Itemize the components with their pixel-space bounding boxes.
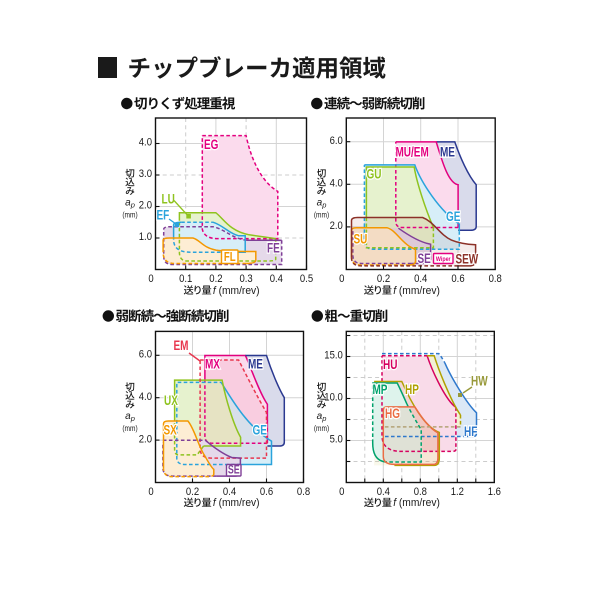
svg-text:ME: ME (248, 356, 263, 372)
svg-text:4.0: 4.0 (330, 178, 343, 190)
svg-text:EM: EM (174, 337, 189, 353)
svg-text:ap: ap (125, 411, 135, 423)
svg-text:1.0: 1.0 (139, 232, 152, 244)
svg-text:0.4: 0.4 (377, 486, 390, 498)
svg-text:HP: HP (405, 381, 419, 397)
svg-text:3.0: 3.0 (139, 169, 152, 181)
svg-text:0.1: 0.1 (179, 273, 192, 285)
svg-text:1.2: 1.2 (451, 486, 464, 498)
svg-text:0: 0 (339, 486, 344, 498)
svg-text:1.6: 1.6 (488, 486, 501, 498)
svg-text:ap: ap (317, 411, 327, 423)
svg-text:0.8: 0.8 (414, 486, 427, 498)
svg-text:ME: ME (440, 144, 455, 160)
svg-text:SE: SE (228, 463, 240, 477)
svg-text:GE: GE (253, 422, 267, 438)
svg-text:0: 0 (339, 273, 344, 285)
svg-text:UX: UX (164, 392, 178, 408)
svg-text:ap: ap (317, 197, 327, 209)
svg-text:HF: HF (464, 423, 477, 439)
svg-text:5.0: 5.0 (330, 434, 343, 446)
svg-text:15.0: 15.0 (324, 350, 343, 362)
svg-text:EG: EG (204, 136, 218, 152)
svg-text:0.6: 0.6 (260, 486, 273, 498)
svg-text:0.6: 0.6 (451, 273, 464, 285)
svg-text:4.0: 4.0 (139, 391, 152, 403)
svg-text:FL: FL (224, 251, 236, 265)
svg-text:f (mm/rev): f (mm/rev) (393, 284, 440, 297)
svg-text:MP: MP (373, 381, 388, 397)
svg-text:SU: SU (354, 231, 368, 247)
svg-text:GE: GE (446, 208, 460, 224)
svg-text:0.2: 0.2 (186, 486, 199, 498)
svg-text:ap: ap (125, 197, 135, 209)
svg-text:(mm): (mm) (122, 210, 137, 220)
svg-text:0.2: 0.2 (209, 273, 222, 285)
svg-text:4.0: 4.0 (139, 137, 152, 149)
svg-text:MU/EM: MU/EM (396, 144, 429, 160)
svg-text:(mm): (mm) (122, 423, 137, 433)
svg-text:MX: MX (205, 356, 220, 372)
svg-text:Wiper: Wiper (436, 255, 451, 263)
svg-text:0.8: 0.8 (489, 273, 502, 285)
svg-text:(mm): (mm) (314, 210, 329, 220)
svg-text:0.4: 0.4 (270, 273, 283, 285)
svg-text:(mm): (mm) (314, 423, 329, 433)
svg-text:HU: HU (383, 356, 397, 372)
svg-text:SEW: SEW (456, 251, 479, 267)
svg-text:0: 0 (148, 273, 153, 285)
svg-text:0.4: 0.4 (223, 486, 236, 498)
svg-text:FE: FE (267, 240, 280, 256)
svg-text:HW: HW (471, 373, 488, 389)
svg-text:EF: EF (157, 207, 170, 223)
svg-text:10.0: 10.0 (324, 392, 343, 404)
svg-text:6.0: 6.0 (330, 135, 343, 147)
svg-text:0.2: 0.2 (377, 273, 390, 285)
svg-text:0.8: 0.8 (297, 486, 310, 498)
svg-text:2.0: 2.0 (139, 200, 152, 212)
svg-text:0: 0 (148, 486, 153, 498)
svg-text:0.4: 0.4 (414, 273, 427, 285)
svg-text:SE: SE (418, 250, 431, 266)
svg-text:6.0: 6.0 (139, 349, 152, 361)
svg-text:f (mm/rev): f (mm/rev) (213, 497, 260, 510)
svg-text:SX: SX (164, 422, 177, 438)
svg-text:0.3: 0.3 (239, 273, 252, 285)
svg-text:f (mm/rev): f (mm/rev) (213, 284, 260, 297)
svg-text:HG: HG (385, 405, 400, 421)
svg-text:f (mm/rev): f (mm/rev) (393, 497, 440, 510)
svg-text:2.0: 2.0 (139, 434, 152, 446)
svg-text:0.5: 0.5 (300, 273, 313, 285)
svg-text:GU: GU (367, 166, 382, 182)
svg-text:2.0: 2.0 (330, 220, 343, 232)
svg-text:LU: LU (162, 191, 175, 207)
